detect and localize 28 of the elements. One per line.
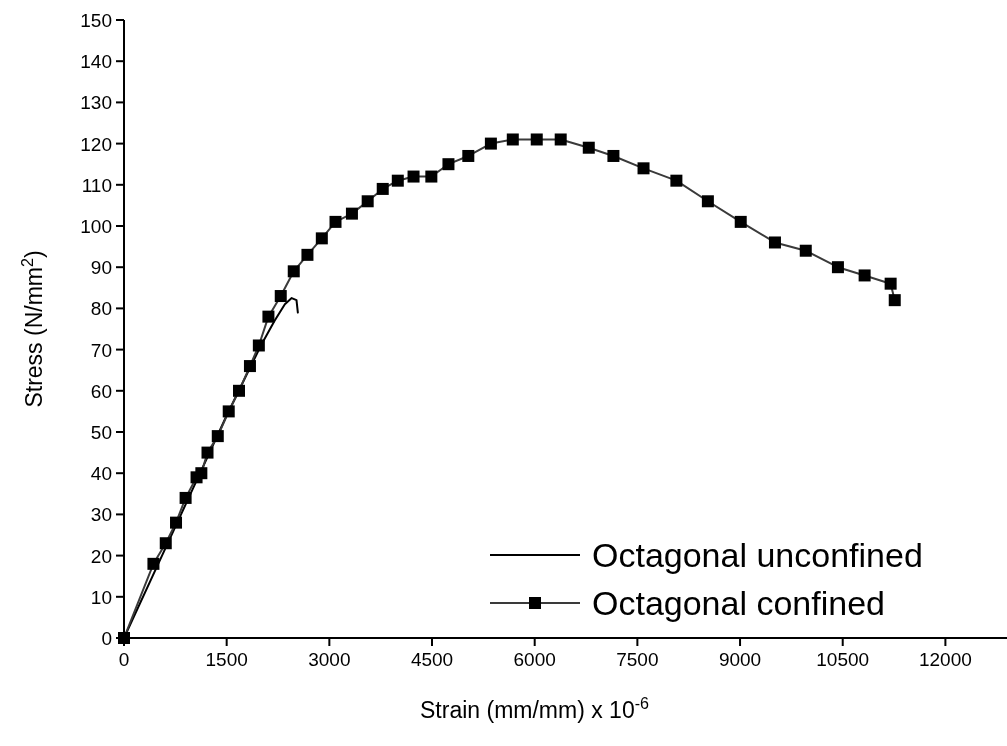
y-tick-label: 10 [90,586,112,608]
x-tick-label: 10500 [816,649,870,670]
y-tick-label: 0 [101,628,112,649]
y-tick-label: 70 [90,339,112,361]
legend-label: Octagonal confined [592,584,885,622]
x-tick-label: 0 [118,649,130,670]
x-tick-label: 1500 [205,649,248,670]
x-tick-label: 7500 [616,649,659,670]
legend-label: Octagonal unconfined [592,536,923,574]
x-tick-label: 6000 [513,649,556,670]
y-tick-label: 140 [80,51,112,73]
y-tick-label: 30 [90,504,112,526]
y-tick-label: 60 [90,380,112,402]
x-tick-label: 12000 [918,649,972,670]
y-tick-label: 130 [80,92,112,114]
y-tick-label: 100 [80,216,112,237]
y-tick-label: 120 [80,133,112,155]
y-tick-label: 50 [90,422,112,443]
x-tick-label: 3000 [308,649,351,670]
x-tick-label: 4500 [410,649,454,670]
y-tick-label: 110 [81,174,112,196]
y-tick-label: 90 [90,257,112,279]
y-tick-label: 20 [90,545,112,567]
y-tick-label: 40 [90,463,112,485]
x-tick-label: 9000 [718,649,762,670]
y-tick-label: 150 [80,10,112,31]
y-tick-label: 80 [90,298,112,320]
x-axis-title: Strain (mm/mm) x 10$^{-6}$ [420,694,650,723]
